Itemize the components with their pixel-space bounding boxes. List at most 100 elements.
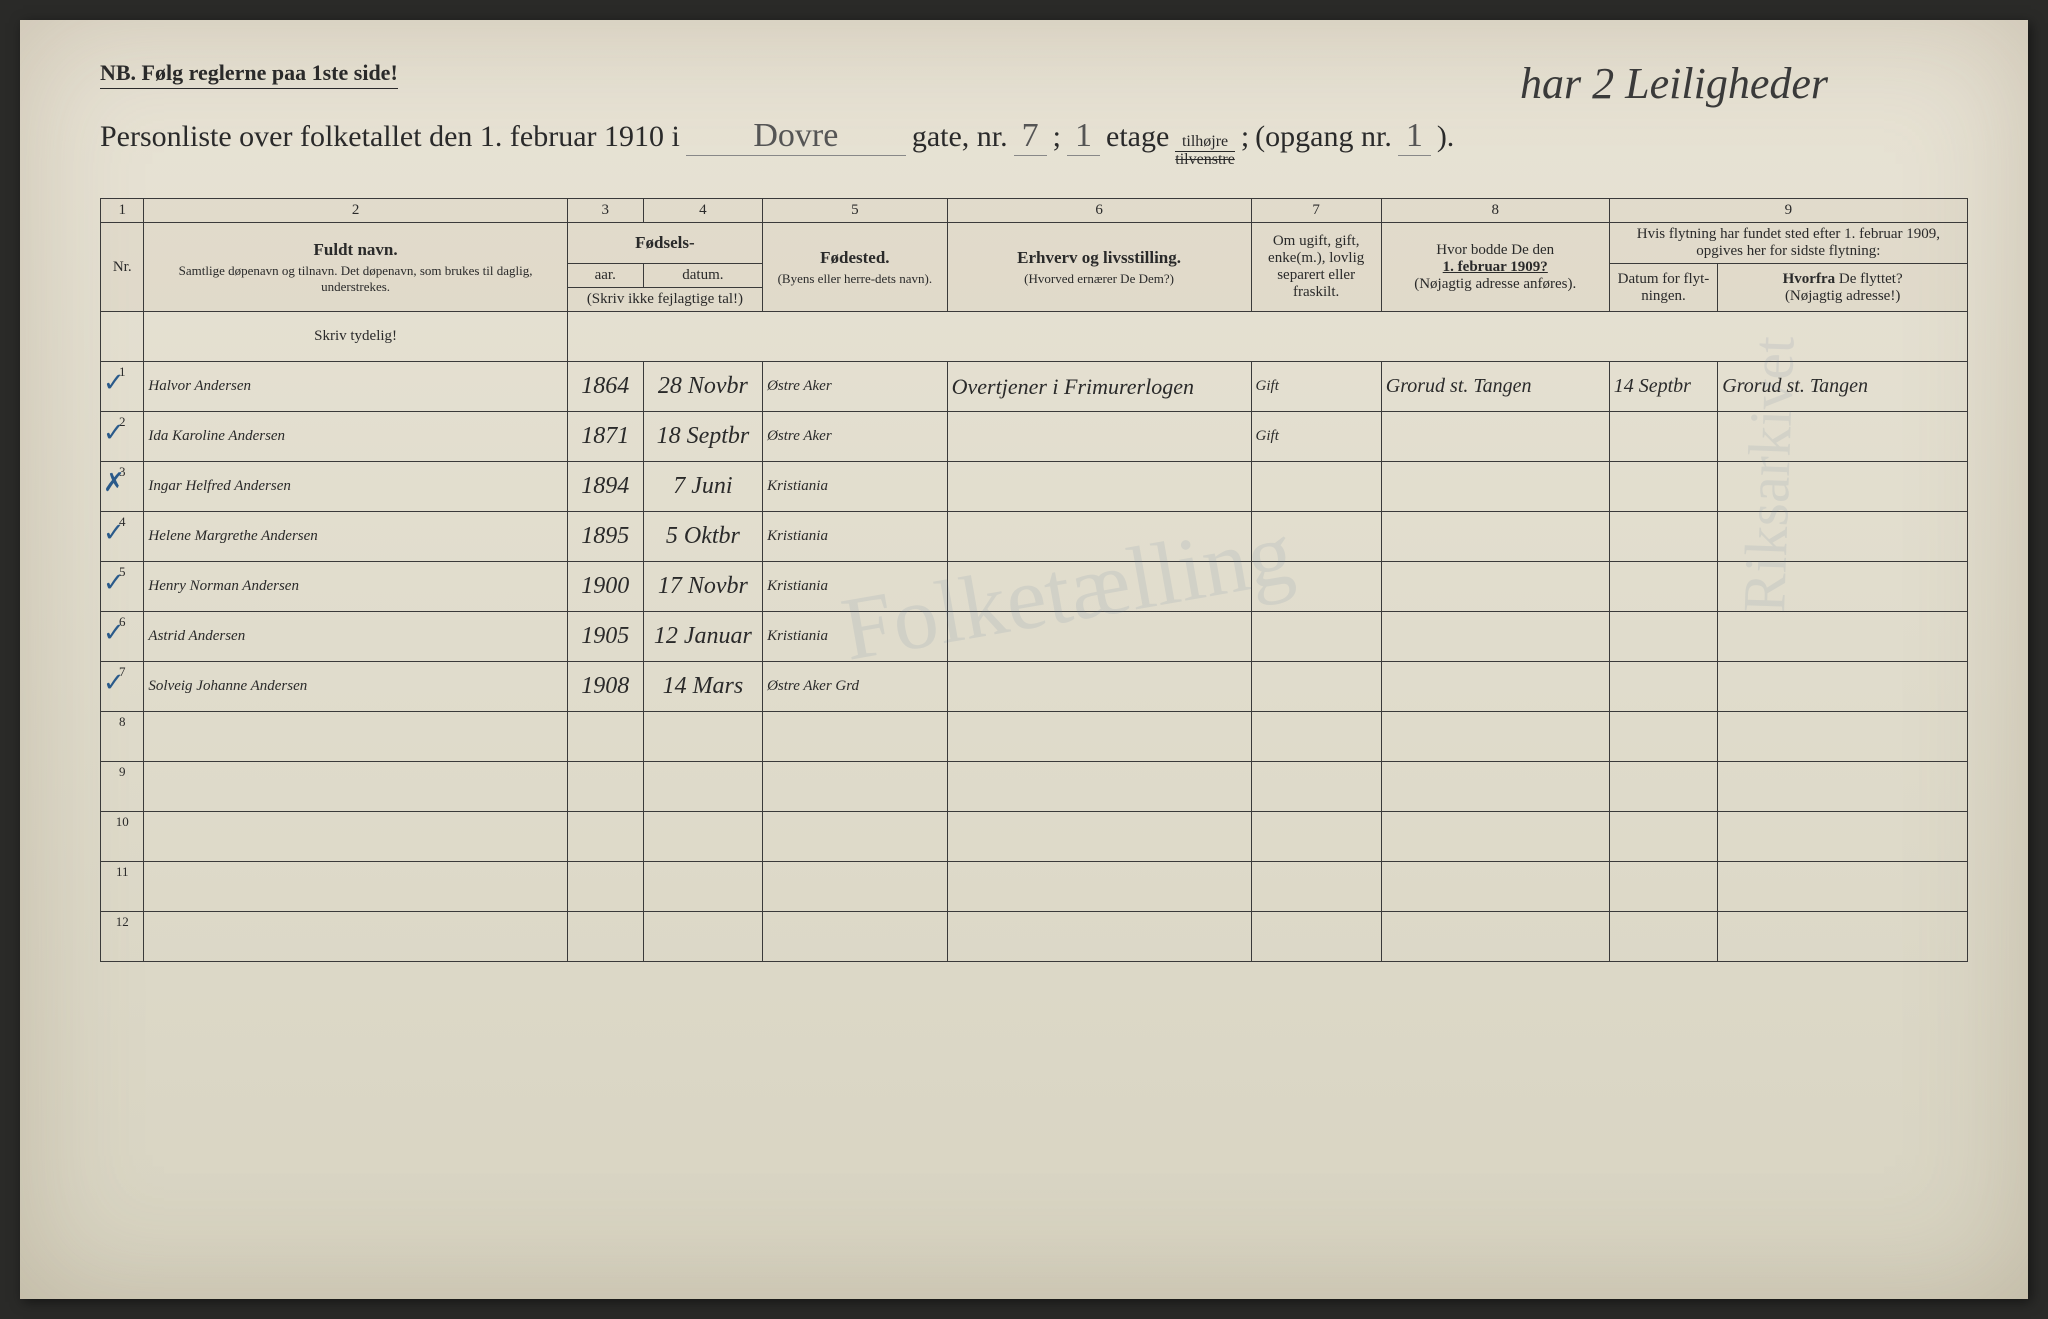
cell-from <box>1718 712 1968 762</box>
cell-date: 5 Oktbr <box>643 512 762 562</box>
hdr-fodsels: Fødsels- <box>567 223 762 264</box>
cell-move-date <box>1609 862 1718 912</box>
cell-date: 17 Novbr <box>643 562 762 612</box>
cell-move-date <box>1609 662 1718 712</box>
cell-from <box>1718 662 1968 712</box>
cell-from: Grorud st. Tangen <box>1718 362 1968 412</box>
tick-mark: ✓ <box>103 518 125 548</box>
cell-nr: ✗3 <box>101 462 144 512</box>
table-row: ✗3Ingar Helfred Andersen18947 JuniKristi… <box>101 462 1968 512</box>
table-row: ✓1Halvor Andersen186428 NovbrØstre AkerO… <box>101 362 1968 412</box>
c9bc: (Nøjagtig adresse!) <box>1785 288 1900 304</box>
hdr-aar: aar. <box>567 264 643 288</box>
cell-occupation <box>947 912 1251 962</box>
cell-from <box>1718 412 1968 462</box>
close-paren: ). <box>1437 120 1455 154</box>
cell-nr: ✓5 <box>101 562 144 612</box>
cell-occupation <box>947 662 1251 712</box>
cell-year <box>567 912 643 962</box>
cell-name: Halvor Andersen <box>144 362 567 412</box>
c8a: Hvor bodde De den <box>1436 242 1554 258</box>
cell-place: Kristiania <box>763 612 948 662</box>
census-table: 1 2 3 4 5 6 7 8 9 Nr. Fuldt navn. Samtli… <box>100 198 1968 962</box>
colnum-1: 1 <box>101 199 144 223</box>
table-row: 10 <box>101 812 1968 862</box>
cell-date <box>643 912 762 962</box>
cell-date: 18 Septbr <box>643 412 762 462</box>
cell-from <box>1718 462 1968 512</box>
c9ba: Hvorfra <box>1783 271 1835 287</box>
cell-year <box>567 812 643 862</box>
cell-year: 1894 <box>567 462 643 512</box>
cell-occupation <box>947 712 1251 762</box>
tick-mark: ✗ <box>103 468 125 498</box>
label-gate: gate, nr. <box>912 120 1008 154</box>
gate-nr: 7 <box>1014 117 1047 156</box>
cell-from <box>1718 762 1968 812</box>
cell-prev-addr <box>1381 762 1609 812</box>
cell-place: Kristiania <box>763 512 948 562</box>
cell-place: Østre Aker <box>763 362 948 412</box>
street-fill: Dovre <box>686 117 906 156</box>
cell-move-date <box>1609 462 1718 512</box>
hdr-nr: Nr. <box>101 223 144 312</box>
cell-place <box>763 912 948 962</box>
cell-place: Kristiania <box>763 562 948 612</box>
cell-place <box>763 762 948 812</box>
cell-name <box>144 862 567 912</box>
semi: ; <box>1053 120 1061 154</box>
cell-name <box>144 762 567 812</box>
frac-top: tilhøjre <box>1175 134 1235 152</box>
tick-mark: ✓ <box>103 668 125 698</box>
cell-date <box>643 712 762 762</box>
cell-date: 7 Juni <box>643 462 762 512</box>
cell-prev-addr <box>1381 462 1609 512</box>
hdr-prev: Hvor bodde De den 1. februar 1909? (Nøja… <box>1381 223 1609 312</box>
title-prefix: Personliste over folketallet den 1. febr… <box>100 120 680 154</box>
cell-name: Ingar Helfred Andersen <box>144 462 567 512</box>
table-body: Skriv tydelig! ✓1Halvor Andersen186428 N… <box>101 312 1968 962</box>
cell-move-date <box>1609 912 1718 962</box>
cell-status <box>1251 562 1381 612</box>
colnum-6: 6 <box>947 199 1251 223</box>
cell-prev-addr <box>1381 612 1609 662</box>
cell-place <box>763 712 948 762</box>
label-opgang: (opgang nr. <box>1255 120 1392 154</box>
cell-prev-addr <box>1381 562 1609 612</box>
cell-year: 1905 <box>567 612 643 662</box>
colnum-4: 4 <box>643 199 762 223</box>
cell-move-date: 14 Septbr <box>1609 362 1718 412</box>
cell-nr: ✓2 <box>101 412 144 462</box>
hdr-erhverv-t: Erhverv og livsstilling. <box>1017 248 1181 267</box>
c9bb: De flyttet? <box>1835 271 1902 287</box>
cell-prev-addr <box>1381 912 1609 962</box>
cell-year: 1908 <box>567 662 643 712</box>
nb-instruction: NB. Følg reglerne paa 1ste side! <box>100 60 398 89</box>
cell-date: 28 Novbr <box>643 362 762 412</box>
census-page: NB. Følg reglerne paa 1ste side! har 2 L… <box>20 20 2028 1299</box>
cell-occupation: Overtjener i Frimurerlogen <box>947 362 1251 412</box>
hdr-fdate: Datum for flyt-ningen. <box>1609 264 1718 312</box>
cell-from <box>1718 612 1968 662</box>
cell-from <box>1718 562 1968 612</box>
cell-from <box>1718 512 1968 562</box>
cell-prev-addr <box>1381 712 1609 762</box>
cell-nr: 9 <box>101 762 144 812</box>
cell-nr: 10 <box>101 812 144 862</box>
frac-bottom: tilvenstre <box>1175 152 1235 168</box>
colnum-2: 2 <box>144 199 567 223</box>
table-row: ✓5Henry Norman Andersen190017 NovbrKrist… <box>101 562 1968 612</box>
cell-place: Kristiania <box>763 462 948 512</box>
table-header: 1 2 3 4 5 6 7 8 9 Nr. Fuldt navn. Samtli… <box>101 199 1968 312</box>
cell-place <box>763 812 948 862</box>
colnum-7: 7 <box>1251 199 1381 223</box>
cell-year: 1864 <box>567 362 643 412</box>
hdr-navn-main: Fuldt navn. <box>314 240 398 259</box>
cell-status <box>1251 862 1381 912</box>
hdr-navn: Fuldt navn. Samtlige døpenavn og tilnavn… <box>144 223 567 312</box>
cell-name: Henry Norman Andersen <box>144 562 567 612</box>
colnum-9: 9 <box>1609 199 1967 223</box>
cell-status: Gift <box>1251 412 1381 462</box>
cell-year: 1900 <box>567 562 643 612</box>
cell-occupation <box>947 462 1251 512</box>
